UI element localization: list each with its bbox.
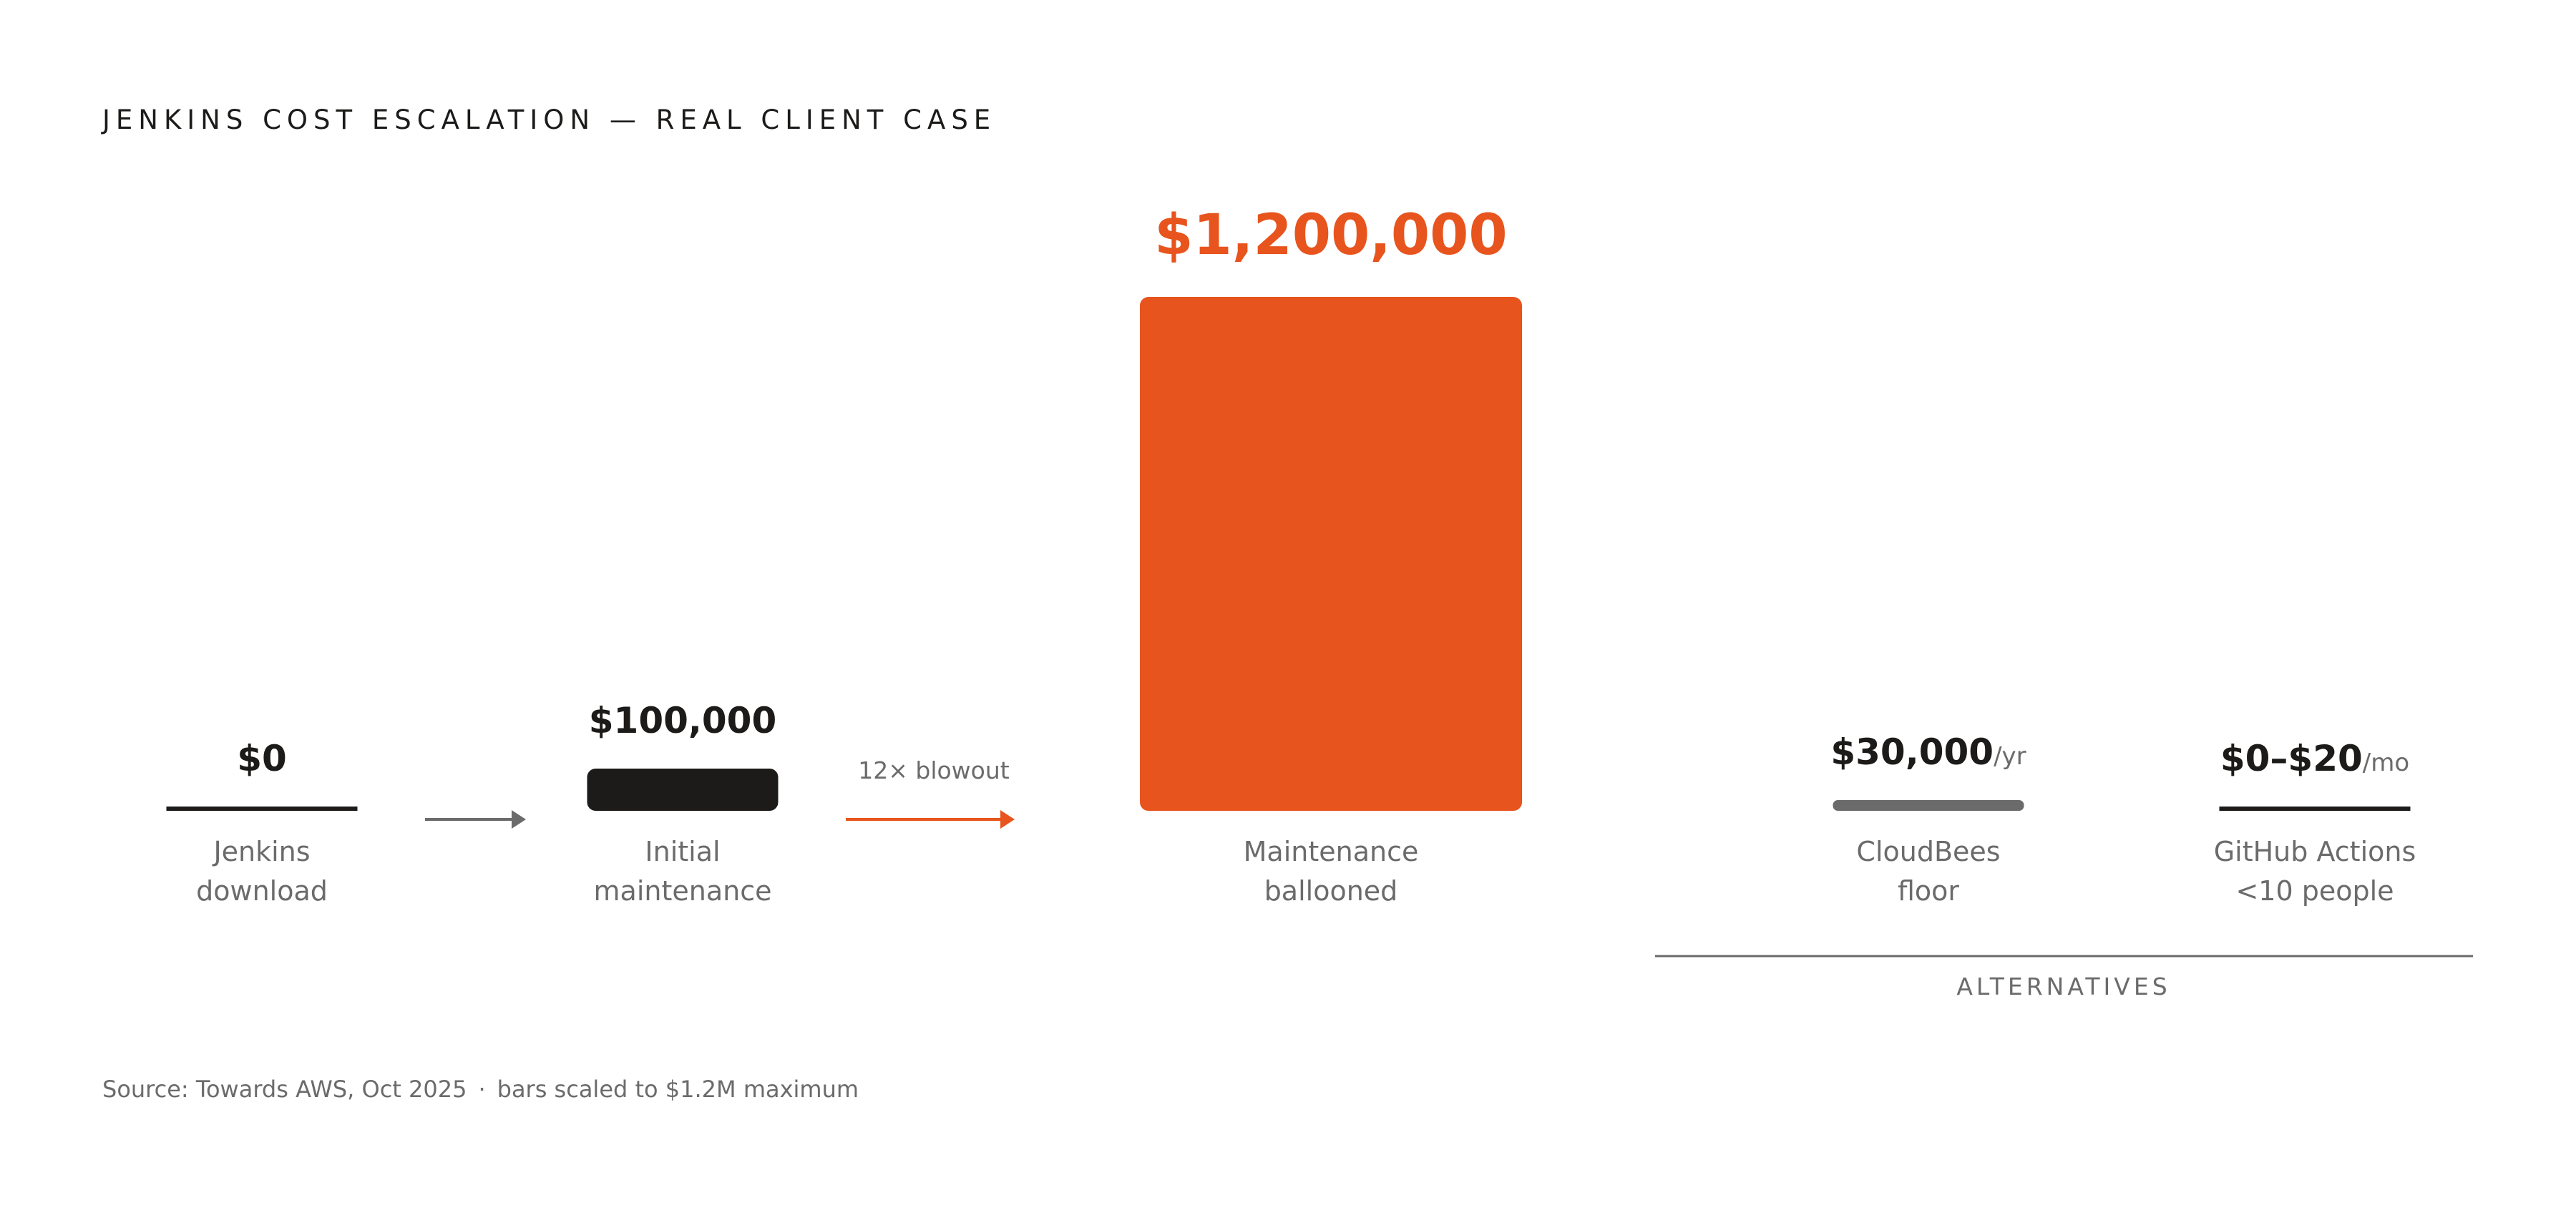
group-label: ALTERNATIVES bbox=[1956, 973, 2170, 1000]
category-label-jenkins-download-2: download bbox=[196, 875, 328, 907]
value-label-maintenance-ballooned: $1,200,000 bbox=[1154, 203, 1507, 268]
value-label-cloudbees-floor: $30,000/yr bbox=[1830, 731, 2026, 773]
bar-initial-maintenance bbox=[587, 769, 779, 811]
source-note: Source: Towards AWS, Oct 2025 · bars scale… bbox=[102, 1076, 859, 1103]
category-label-maintenance-ballooned-1: Maintenance bbox=[1244, 836, 1419, 867]
value-text: $0–$20 bbox=[2220, 738, 2363, 779]
scale-note: bars scaled to $1.2M maximum bbox=[497, 1076, 859, 1103]
arrow-head-initial-maintenance bbox=[1000, 810, 1015, 829]
category-label-github-actions-2: <10 people bbox=[2235, 875, 2394, 907]
bar-jenkins-download bbox=[166, 807, 358, 811]
unit-text: /mo bbox=[2363, 749, 2409, 777]
category-label-maintenance-ballooned-2: ballooned bbox=[1264, 875, 1398, 907]
category-label-cloudbees-floor-2: floor bbox=[1898, 875, 1959, 907]
unit-text: /yr bbox=[1994, 742, 2026, 771]
bar-github-actions bbox=[2219, 807, 2411, 811]
source-separator: · bbox=[478, 1076, 486, 1103]
value-label-jenkins-download: $0 bbox=[237, 738, 287, 779]
source-text: Source: Towards AWS, Oct 2025 bbox=[102, 1076, 467, 1103]
category-label-cloudbees-floor-1: CloudBees bbox=[1856, 836, 2000, 867]
value-label-github-actions: $0–$20/mo bbox=[2220, 738, 2409, 779]
arrow-head-jenkins-download bbox=[512, 810, 526, 829]
bar-cloudbees-floor bbox=[1833, 800, 2024, 811]
value-text: $30,000 bbox=[1830, 731, 1994, 773]
category-label-initial-maintenance-1: Initial bbox=[645, 836, 720, 867]
value-text: $0 bbox=[237, 738, 287, 779]
chart-title: JENKINS COST ESCALATION — REAL CLIENT CA… bbox=[102, 104, 997, 135]
bar-maintenance-ballooned bbox=[1140, 297, 1522, 811]
category-label-jenkins-download-1: Jenkins bbox=[212, 836, 310, 867]
value-text: $100,000 bbox=[589, 700, 777, 741]
value-text: $1,200,000 bbox=[1154, 203, 1507, 268]
category-label-initial-maintenance-2: maintenance bbox=[594, 875, 772, 907]
category-label-github-actions-1: GitHub Actions bbox=[2214, 836, 2416, 867]
value-label-initial-maintenance: $100,000 bbox=[589, 700, 777, 741]
arrow-label-initial-maintenance: 12× blowout bbox=[858, 756, 1010, 784]
